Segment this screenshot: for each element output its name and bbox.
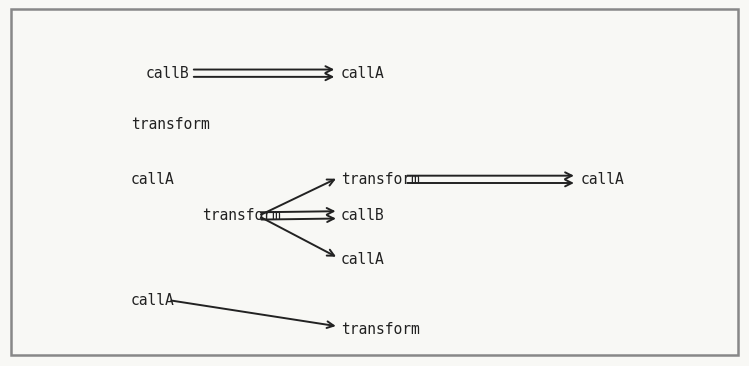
Text: callA: callA [341, 66, 384, 81]
Text: transform: transform [341, 172, 419, 187]
Text: transform: transform [131, 117, 210, 132]
Text: callA: callA [131, 172, 175, 187]
Text: callA: callA [580, 172, 624, 187]
Text: callA: callA [341, 253, 384, 267]
Text: transform: transform [341, 322, 419, 337]
Text: callB: callB [341, 209, 384, 223]
Text: callA: callA [131, 293, 175, 307]
Text: transform: transform [202, 209, 281, 223]
Text: callB: callB [146, 66, 189, 81]
